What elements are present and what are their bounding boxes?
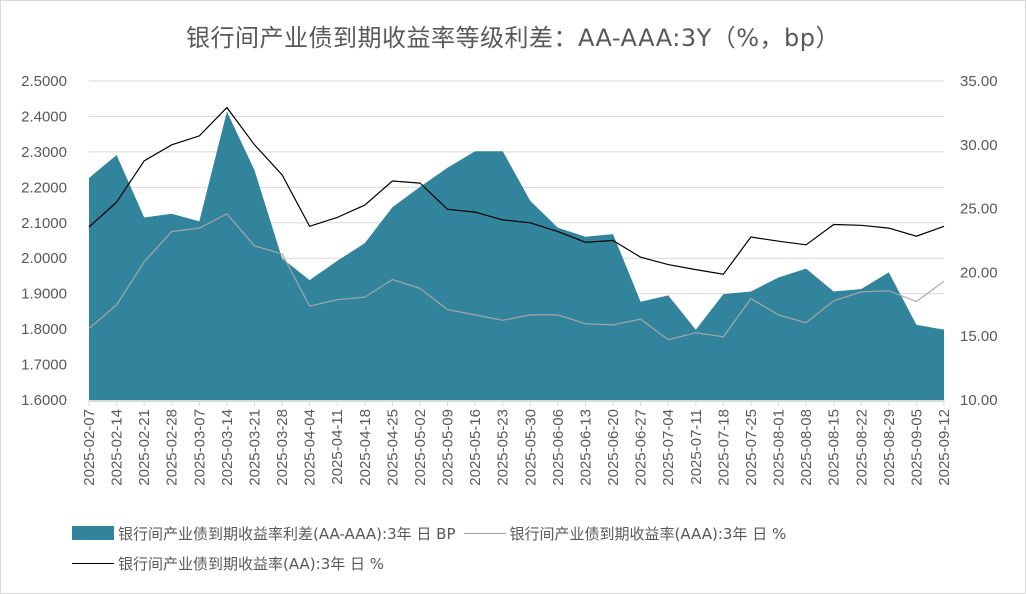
legend-label-aaa: 银行间产业债到期收益率(AAA):3年 日 % [509, 524, 787, 543]
x-axis: 2025-02-07 2025-02-14 2025-02-21 2025-02-28… [81, 400, 953, 486]
y-right-tick-label: 10.00 [960, 392, 998, 409]
y-left-tick-label: 1.7000 [21, 357, 67, 374]
legend-item-aa: 银行间产业债到期收益率(AA):3年 日 % [72, 553, 384, 574]
x-tick-label: 2025-07-25 [743, 409, 760, 486]
chart-title: 银行间产业债到期收益率等级利差：AA-AAA:3Y（%，bp） [185, 24, 841, 52]
y-left-tick-label: 2.3000 [21, 144, 67, 161]
x-tick-label: 2025-07-11 [688, 409, 705, 485]
y-left-tick-label: 2.1000 [21, 215, 67, 232]
x-tick-label: 2025-02-07 [81, 409, 98, 486]
x-tick-label: 2025-09-12 [936, 409, 953, 486]
x-tick-label: 2025-06-27 [633, 409, 650, 486]
y-axis-left: 2.5000 2.4000 2.3000 2.2000 2.1000 2.0000 1.90… [21, 73, 67, 409]
x-tick-label: 2025-03-14 [219, 409, 236, 486]
x-tick-label: 2025-06-13 [577, 409, 594, 486]
x-tick-label: 2025-04-25 [384, 409, 401, 486]
x-tick-label: 2025-08-08 [798, 409, 815, 486]
x-tick-label: 2025-07-18 [715, 409, 732, 486]
aaa-yield-line [88, 213, 945, 341]
x-tick-label: 2025-04-18 [357, 409, 374, 486]
x-tick-label: 2025-04-11 [329, 409, 346, 485]
chart-legend: 银行间产业债到期收益率利差(AA-AAA):3年 日 BP 银行间产业债到期收益… [72, 518, 972, 578]
aaa-line-swatch-icon [463, 532, 506, 534]
y-right-tick-label: 20.00 [960, 264, 998, 281]
x-tick-label: 2025-06-20 [605, 409, 622, 486]
x-tick-label: 2025-06-06 [550, 409, 567, 486]
x-tick-label: 2025-08-29 [881, 409, 898, 486]
x-tick-label: 2025-05-16 [467, 409, 484, 486]
y-right-tick-label: 15.00 [960, 328, 998, 345]
y-left-tick-label: 1.8000 [21, 321, 67, 338]
legend-label-aa: 银行间产业债到期收益率(AA):3年 日 % [118, 554, 385, 573]
x-tick-label: 2025-08-01 [771, 409, 788, 486]
legend-label-spread: 银行间产业债到期收益率利差(AA-AAA):3年 日 BP [118, 524, 456, 543]
y-left-tick-label: 2.4000 [21, 108, 67, 125]
aa-yield-line [88, 106, 945, 275]
x-tick-label: 2025-02-14 [109, 409, 126, 486]
legend-item-spread: 银行间产业债到期收益率利差(AA-AAA):3年 日 BP [72, 523, 456, 544]
aa-line-swatch-icon [72, 562, 114, 564]
spread-area [89, 111, 944, 400]
x-tick-label: 2025-08-22 [853, 409, 870, 486]
y-left-tick-label: 1.9000 [21, 286, 67, 303]
x-tick-label: 2025-03-07 [191, 409, 208, 486]
y-right-tick-label: 30.00 [960, 137, 998, 154]
y-left-tick-label: 2.0000 [21, 250, 67, 267]
y-right-tick-label: 35.00 [960, 73, 998, 90]
x-tick-label: 2025-05-23 [495, 409, 512, 486]
y-left-tick-label: 2.5000 [21, 73, 67, 90]
spread-swatch-icon [72, 526, 114, 540]
y-left-tick-label: 1.6000 [21, 392, 67, 409]
y-left-tick-label: 2.2000 [21, 179, 67, 196]
legend-item-aaa: 银行间产业债到期收益率(AAA):3年 日 % [463, 523, 787, 544]
x-tick-label: 2025-02-28 [164, 409, 181, 486]
x-tick-label: 2025-07-04 [660, 409, 677, 486]
x-tick-label: 2025-05-09 [440, 409, 457, 486]
x-tick-label: 2025-09-05 [908, 409, 925, 486]
x-tick-label: 2025-05-30 [522, 409, 539, 486]
x-tick-label: 2025-08-15 [826, 409, 843, 486]
y-right-tick-label: 25.00 [960, 201, 998, 218]
x-tick-label: 2025-04-04 [302, 409, 319, 486]
y-axis-right: 35.00 30.00 25.00 20.00 15.00 10.00 [960, 73, 998, 409]
x-tick-label: 2025-03-28 [274, 409, 291, 486]
x-tick-label: 2025-05-02 [412, 409, 429, 486]
x-tick-label: 2025-03-21 [246, 409, 263, 486]
x-tick-label: 2025-02-21 [136, 409, 153, 486]
